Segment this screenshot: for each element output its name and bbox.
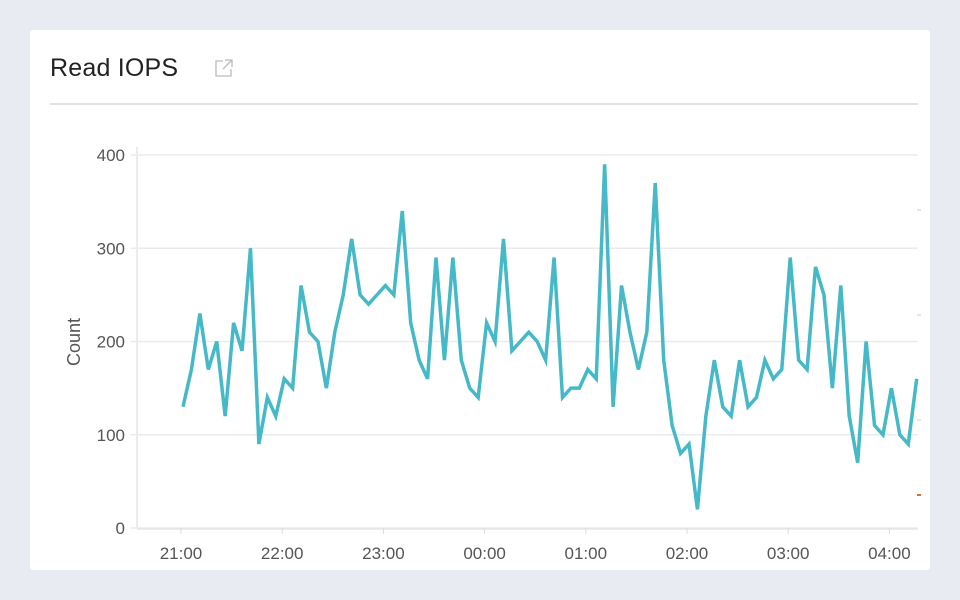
y-tick-label: 400	[97, 146, 125, 165]
y-tick-label: 100	[97, 426, 125, 445]
title-divider	[50, 103, 918, 105]
x-tick-label: 21:00	[160, 544, 203, 563]
x-tick-label: 02:00	[666, 544, 709, 563]
chart-title: Read IOPS	[50, 54, 179, 82]
series-line	[181, 164, 919, 510]
y-tick-label: 300	[97, 239, 125, 258]
edge-marker	[917, 494, 921, 496]
x-tick-label: 03:00	[767, 544, 810, 563]
external-link-icon[interactable]	[214, 58, 234, 78]
x-tick-label: 00:00	[463, 544, 506, 563]
x-tick-label: 22:00	[261, 544, 304, 563]
read-iops-card: Read IOPS	[30, 30, 930, 570]
y-tick-label: 200	[97, 333, 125, 352]
y-tick-label: 0	[116, 519, 125, 538]
x-tick-label: 04:00	[868, 544, 911, 563]
x-tick-label: 23:00	[362, 544, 405, 563]
y-axis-label: Count	[64, 318, 84, 366]
x-tick-label: 01:00	[565, 544, 608, 563]
